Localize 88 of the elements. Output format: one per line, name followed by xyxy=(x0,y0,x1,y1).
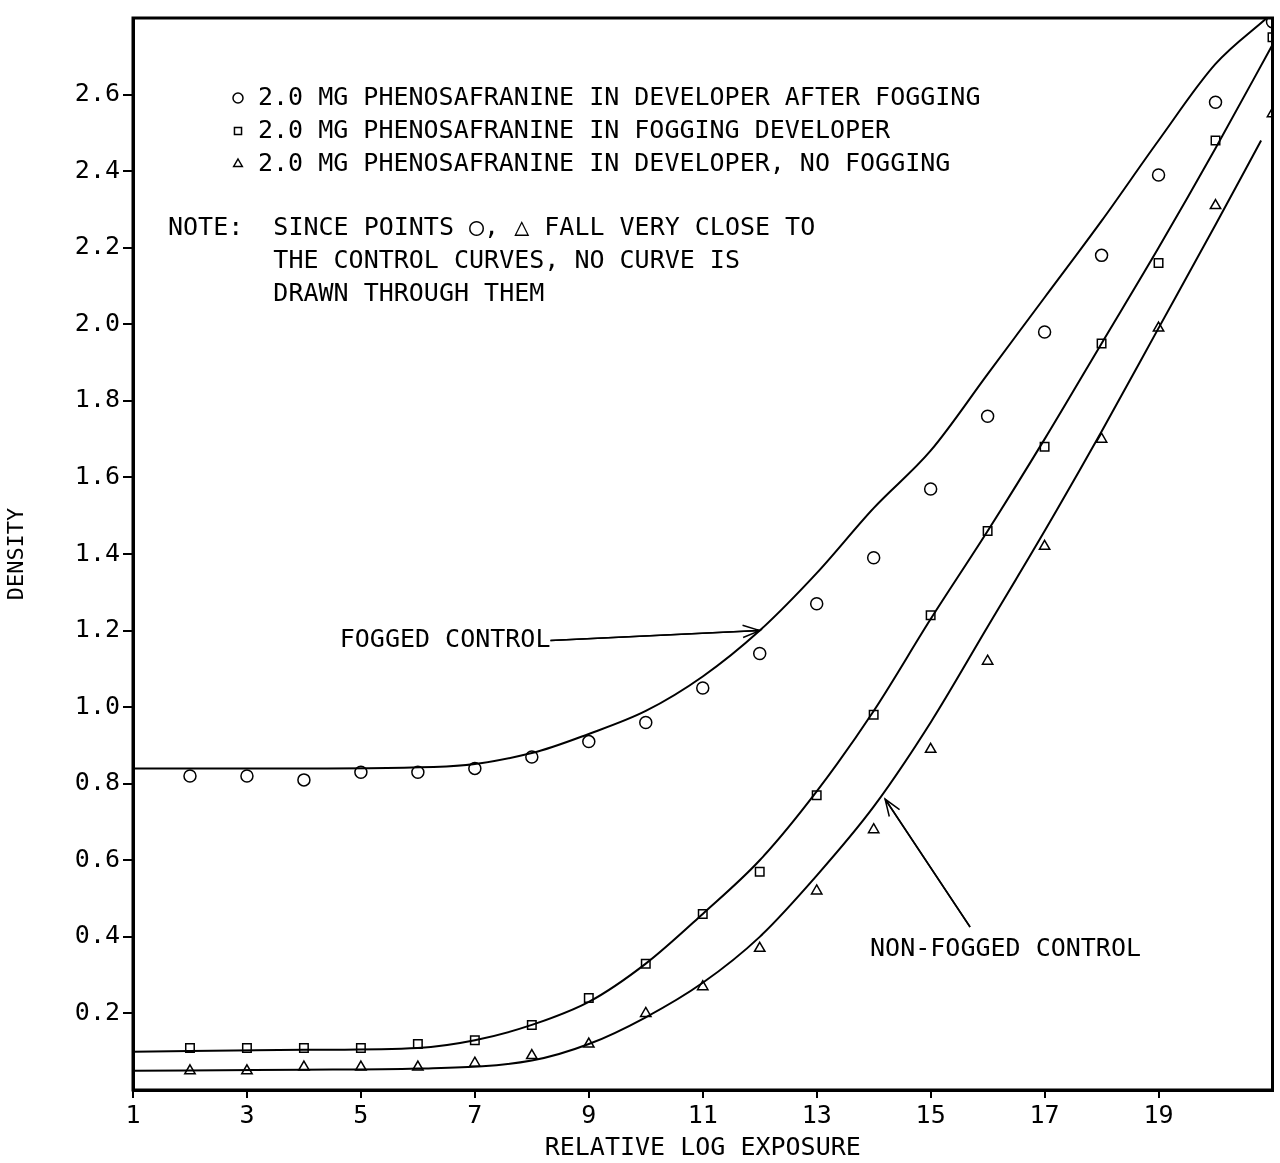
point xyxy=(240,769,254,783)
y-tick-label: 2.4 xyxy=(74,154,120,184)
point xyxy=(639,1006,652,1018)
point xyxy=(1095,432,1108,443)
point xyxy=(696,681,710,695)
point xyxy=(923,482,938,496)
point xyxy=(1151,168,1166,182)
point xyxy=(1096,338,1107,349)
point xyxy=(469,1035,480,1046)
point xyxy=(183,769,197,783)
point xyxy=(583,993,594,1004)
point xyxy=(752,646,767,661)
point xyxy=(924,742,937,754)
x-tick-label: 7 xyxy=(467,1099,483,1129)
point xyxy=(1039,441,1050,452)
point xyxy=(1208,95,1223,109)
point xyxy=(184,1064,196,1075)
x-tick-label: 3 xyxy=(239,1099,255,1129)
point xyxy=(1094,248,1109,263)
y-tick-label: 1.4 xyxy=(74,537,120,567)
x-tick-label: 13 xyxy=(801,1099,832,1129)
point xyxy=(1037,325,1052,339)
point xyxy=(753,941,766,953)
point xyxy=(525,1048,538,1060)
point xyxy=(297,773,311,787)
point xyxy=(412,1039,423,1050)
y-tick-label: 1.6 xyxy=(74,460,120,490)
annotation: NON-FOGGED CONTROL xyxy=(870,932,1142,962)
y-tick-label: 0.8 xyxy=(74,767,120,797)
y-tick-label: 1.8 xyxy=(74,384,120,414)
y-tick-label: 1.0 xyxy=(74,690,120,720)
point xyxy=(1210,135,1221,146)
point xyxy=(411,765,425,779)
point xyxy=(697,908,708,919)
point xyxy=(640,958,651,969)
point xyxy=(184,1042,195,1053)
y-tick-label: 0.4 xyxy=(74,920,120,950)
y-tick-label: 2.6 xyxy=(74,78,120,108)
annotation: FOGGED CONTROL xyxy=(339,624,551,654)
point xyxy=(866,551,881,565)
point xyxy=(981,654,994,665)
point xyxy=(582,1037,595,1048)
point xyxy=(241,1064,253,1075)
point xyxy=(582,734,596,749)
x-tick-label: 9 xyxy=(581,1099,597,1129)
point xyxy=(355,1042,366,1053)
x-tick-label: 11 xyxy=(687,1099,718,1129)
point xyxy=(639,715,653,730)
y-tick-label: 1.2 xyxy=(74,614,120,644)
point xyxy=(1153,258,1164,269)
point xyxy=(868,709,879,720)
point xyxy=(468,1056,481,1067)
point xyxy=(696,979,709,991)
x-tick-label: 17 xyxy=(1029,1099,1060,1129)
point xyxy=(297,1060,310,1071)
point xyxy=(526,1019,537,1030)
annotation: NOTE: SINCE POINTS ○, △ FALL VERY CLOSE TO THE CONTROL CURVES, NO CURVE IS DRAWN THROUGH THEM xyxy=(168,211,816,307)
point xyxy=(810,884,823,895)
y-tick-label: 0.6 xyxy=(74,843,120,873)
point xyxy=(980,409,995,423)
point xyxy=(809,597,824,611)
x-tick-label: 1 xyxy=(125,1099,141,1129)
legend-label: 2.0 MG PHENOSAFRANINE IN DEVELOPER, NO FOGGING xyxy=(258,147,951,177)
y-tick-label: 2.0 xyxy=(74,307,120,337)
x-tick-label: 19 xyxy=(1143,1099,1174,1129)
point xyxy=(241,1042,252,1053)
point xyxy=(811,790,822,801)
point xyxy=(982,526,993,537)
point xyxy=(411,1060,424,1071)
y-tick-label: 0.2 xyxy=(74,996,120,1026)
point xyxy=(754,866,765,877)
legend-label: 2.0 MG PHENOSAFRANINE IN DEVELOPER AFTER FOGGING xyxy=(258,81,981,111)
x-tick-label: 5 xyxy=(353,1099,369,1129)
point xyxy=(1038,539,1051,551)
x-tick-label: 15 xyxy=(915,1099,946,1129)
point xyxy=(1152,321,1165,332)
point xyxy=(1209,198,1222,210)
point xyxy=(925,610,936,621)
point xyxy=(867,822,880,834)
point xyxy=(354,1060,367,1071)
point xyxy=(354,765,368,779)
legend-label: 2.0 MG PHENOSAFRANINE IN FOGGING DEVELOPER xyxy=(258,114,892,144)
x-axis-title: RELATIVE LOG EXPOSURE xyxy=(544,1131,861,1161)
point xyxy=(468,761,482,776)
y-axis-title: DENSITY xyxy=(2,507,28,601)
point xyxy=(525,750,539,764)
point xyxy=(298,1042,309,1053)
y-tick-label: 2.2 xyxy=(74,231,120,261)
